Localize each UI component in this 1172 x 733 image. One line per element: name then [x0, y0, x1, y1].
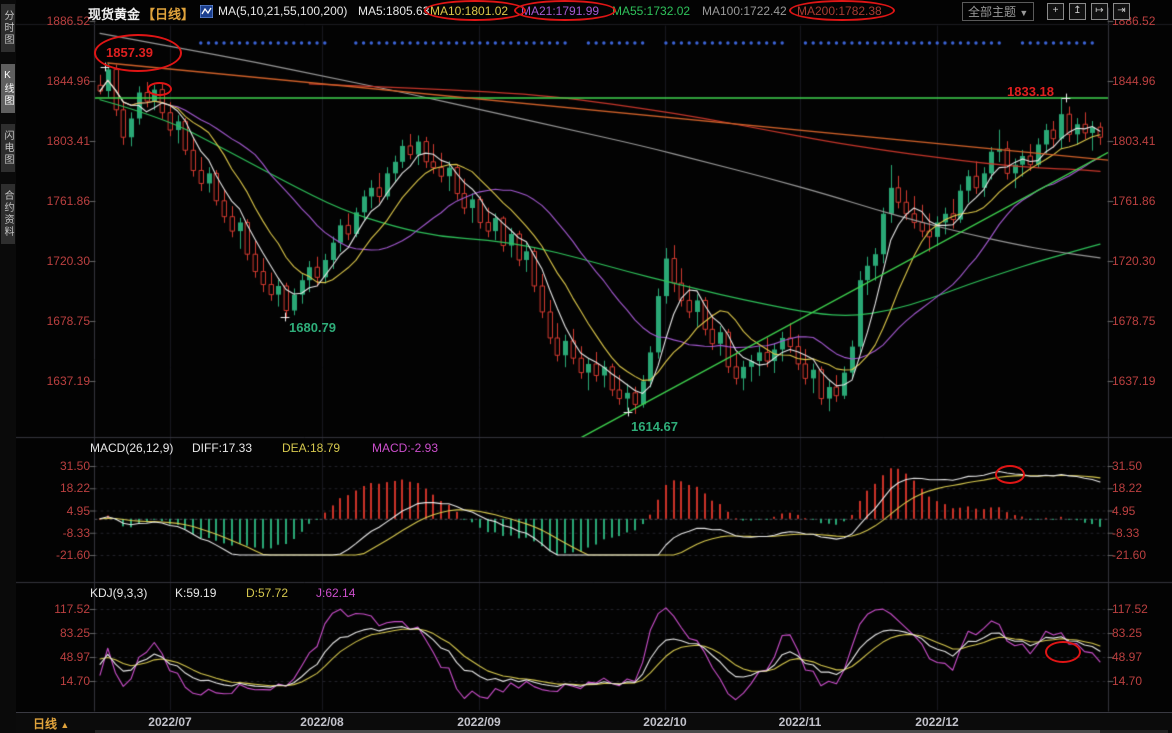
- kdj-axis-label-left: 14.70: [59, 674, 90, 688]
- symbol-title: 现货黄金: [88, 7, 141, 22]
- period-tag: 【日线】: [142, 7, 195, 22]
- date-label: 2022/07: [148, 715, 192, 729]
- macd-axis-label-right: 4.95: [1112, 503, 1136, 518]
- price-axis-label-right: 1761.86: [1112, 193, 1156, 208]
- macd-axis-label-left: -8.33: [62, 525, 90, 540]
- kdj-axis-label-right: 83.25: [1112, 625, 1143, 640]
- price-axis-label-left: 1761.86: [46, 193, 90, 208]
- date-label: 2022/09: [457, 715, 501, 729]
- chevron-down-icon: ▼: [1019, 8, 1029, 18]
- scale-y-axis-icon[interactable]: ↥: [1069, 3, 1086, 20]
- date-label: 2022/10: [643, 715, 687, 729]
- sidebar-item-kline-chart[interactable]: K线图: [1, 64, 15, 113]
- header-ma-value-ma100: MA100:1722.42: [702, 4, 787, 18]
- triangle-up-icon: ▲: [60, 720, 70, 730]
- kdj-d-value: D:57.72: [246, 586, 289, 600]
- kdj-axis-label-right: 117.52: [1112, 602, 1148, 616]
- macd-diff-value: DIFF:17.33: [192, 441, 253, 455]
- red-circle-annotation: [424, 0, 526, 21]
- sidebar-item-flash-chart[interactable]: 闪电图: [1, 124, 15, 172]
- scrollbar-thumb[interactable]: [170, 730, 1100, 733]
- scale-x-axis-icon[interactable]: ↦: [1091, 3, 1108, 20]
- price-axis-label-left: 1637.19: [46, 374, 90, 388]
- price-axis-label-left: 1678.75: [46, 313, 90, 328]
- pan-latest-icon[interactable]: ⇥: [1113, 3, 1130, 20]
- time-axis-bar: 日线 ▲ 2022/07 2022/08 2022/09 2022/10 2022/11…: [0, 712, 1172, 733]
- macd-axis-label-left: 4.95: [66, 503, 90, 518]
- kdj-title: KDJ(9,3,3): [90, 586, 148, 600]
- price-axis-label-right: 1637.19: [1112, 374, 1156, 388]
- price-axis-label-right: 1720.30: [1112, 254, 1156, 268]
- macd-axis-label-right: -8.33: [1112, 525, 1140, 540]
- red-circle-annotation: [789, 0, 895, 21]
- kdj-axis-label-left: 48.97: [59, 650, 90, 664]
- date-label: 2022/08: [300, 715, 344, 729]
- move-cross-icon[interactable]: +: [1047, 3, 1064, 20]
- ma-settings-label: MA(5,10,21,55,100,200): [218, 4, 348, 18]
- date-label: 2022/12: [915, 715, 959, 729]
- annotation-july-low: 1680.79: [289, 320, 336, 335]
- red-circle-annotation: [1045, 641, 1081, 663]
- macd-axis-label-left: -21.60: [55, 548, 90, 562]
- horizontal-scrollbar[interactable]: [95, 730, 1168, 733]
- kdj-j-value: J:62.14: [316, 586, 356, 600]
- macd-axis-label-right: -21.60: [1112, 548, 1147, 562]
- header-ma-value-ma5: MA5:1805.63: [358, 4, 430, 18]
- kdj-axis-label-left: 83.25: [59, 625, 90, 640]
- price-axis-label-right: 1678.75: [1112, 313, 1156, 328]
- price-axis-label-left: 1720.30: [46, 254, 90, 268]
- macd-dea-value: DEA:18.79: [282, 441, 341, 455]
- sidebar-item-contract-info[interactable]: 合约资料: [1, 184, 15, 244]
- macd-axis-label-right: 31.50: [1112, 459, 1143, 473]
- red-circle-annotation: [995, 465, 1025, 484]
- sidebar-item-time-chart[interactable]: 分时图: [1, 4, 15, 52]
- theme-dropdown[interactable]: 全部主题 ▼: [962, 2, 1035, 21]
- red-circle-annotation: [514, 0, 616, 21]
- price-axis-label-right: 1844.96: [1112, 74, 1156, 88]
- theme-dropdown-label: 全部主题: [968, 5, 1017, 19]
- kdj-axis-label-right: 48.97: [1112, 650, 1143, 664]
- period-selector[interactable]: 日线 ▲: [33, 715, 69, 732]
- kdj-axis-label-right: 14.70: [1112, 674, 1143, 688]
- macd-title: MACD(26,12,9): [90, 441, 174, 455]
- price-axis-label-left: 1844.96: [46, 74, 90, 88]
- date-label: 2022/11: [778, 715, 822, 729]
- header-ma-value-ma55: MA55:1732.02: [612, 4, 691, 18]
- kdj-axis-label-left: 117.52: [54, 602, 90, 616]
- kdj-k-value: K:59.19: [175, 586, 217, 600]
- period-selector-label: 日线: [33, 717, 58, 731]
- annotation-sep-low: 1614.67: [631, 419, 678, 434]
- macd-value: MACD:-2.93: [372, 441, 439, 455]
- red-circle-annotation: [94, 34, 182, 72]
- chart-type-sidebar: 分时图 K线图 闪电图 合约资料: [0, 0, 16, 733]
- price-axis-label-left: 1803.41: [46, 134, 90, 148]
- macd-axis-label-left: 31.50: [59, 459, 90, 473]
- macd-axis-label-left: 18.22: [59, 481, 90, 496]
- price-axis-label-left: 1886.52: [46, 14, 90, 28]
- kline-chart-icon[interactable]: [199, 4, 214, 23]
- annotation-dec-high: 1833.18: [1007, 84, 1054, 99]
- price-axis-label-right: 1803.41: [1112, 134, 1156, 148]
- red-circle-annotation: [147, 82, 172, 96]
- macd-axis-label-right: 18.22: [1112, 481, 1143, 496]
